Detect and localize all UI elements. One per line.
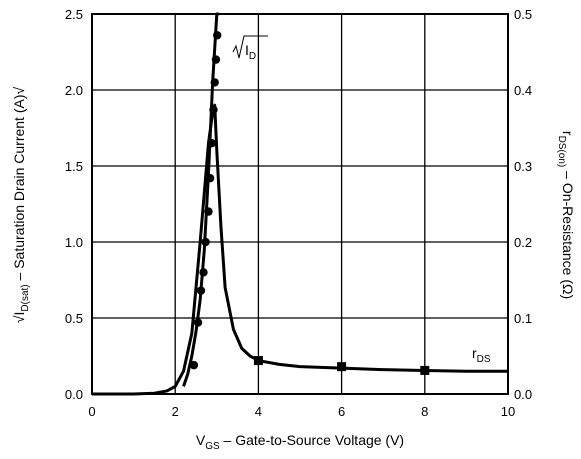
sqrt-id-marker bbox=[213, 31, 222, 40]
sqrt-id-marker bbox=[199, 268, 208, 277]
sqrt-id-marker bbox=[205, 173, 215, 183]
sqrt-id-marker bbox=[201, 237, 210, 247]
sqrt-id-marker bbox=[196, 286, 206, 295]
tick-labels: 0 2 4 6 8 10 0.0 0.0 0.5 0.1 1.0 0.2 1.5 0.3 2.0 0.4 2.5… bbox=[65, 7, 532, 419]
sqrt-id-marker bbox=[189, 360, 199, 370]
rds-label-main: r bbox=[472, 345, 477, 361]
x-tick-label: 10 bbox=[501, 404, 515, 419]
rds-label: rDS bbox=[472, 345, 491, 365]
y-right-axis-title: rDS(on) – On-Resistance (Ω) bbox=[556, 131, 576, 299]
sqrt-id-label-main: I bbox=[245, 42, 249, 58]
rds-marker bbox=[253, 356, 263, 366]
sqrt-id-label-sub: D bbox=[249, 51, 256, 62]
y-left-axis-title: √ID(sat) – Saturation Drain Current (A)√ bbox=[11, 87, 31, 324]
rds-label-sub: DS bbox=[477, 354, 491, 365]
svg-text:ID: ID bbox=[245, 42, 256, 62]
x-tick-label: 8 bbox=[421, 404, 428, 419]
x-tick-label: 4 bbox=[255, 404, 262, 419]
y-right-tick-label: 0.0 bbox=[514, 387, 532, 402]
y-left-tick-label: 1.0 bbox=[65, 235, 83, 250]
y-left-tick-label: 0.5 bbox=[65, 311, 83, 326]
y-right-tick-label: 0.4 bbox=[514, 83, 532, 98]
series bbox=[92, 12, 508, 396]
y-left-tick-label: 0.0 bbox=[65, 387, 83, 402]
rds-marker bbox=[337, 362, 347, 372]
x-tick-label: 0 bbox=[88, 404, 95, 419]
rds-marker bbox=[420, 365, 430, 375]
sqrt-id-marker bbox=[210, 78, 219, 87]
sqrt-id-marker bbox=[204, 207, 213, 216]
plot-border bbox=[91, 13, 509, 395]
y-right-tick-label: 0.3 bbox=[514, 159, 532, 174]
plot-frame bbox=[91, 13, 509, 395]
x-tick-label: 2 bbox=[172, 404, 179, 419]
y-left-tick-label: 1.5 bbox=[65, 159, 83, 174]
y-left-tick-label: 2.5 bbox=[65, 7, 83, 22]
sqrt-id-marker bbox=[211, 55, 221, 64]
sqrt-id-marker bbox=[193, 318, 203, 327]
sqrt-id-line bbox=[182, 12, 219, 387]
y-right-tick-label: 0.1 bbox=[514, 311, 532, 326]
grid bbox=[91, 13, 509, 395]
rds-line bbox=[92, 103, 508, 396]
y-right-tick-label: 0.5 bbox=[514, 7, 532, 22]
svg-text:rDS: rDS bbox=[472, 345, 491, 365]
sqrt-id-label: ID bbox=[232, 35, 268, 62]
x-axis-title: VGS – Gate-to-Source Voltage (V) bbox=[196, 432, 404, 452]
y-right-tick-label: 0.2 bbox=[514, 235, 532, 250]
y-left-tick-label: 2.0 bbox=[65, 83, 83, 98]
x-tick-label: 6 bbox=[338, 404, 345, 419]
